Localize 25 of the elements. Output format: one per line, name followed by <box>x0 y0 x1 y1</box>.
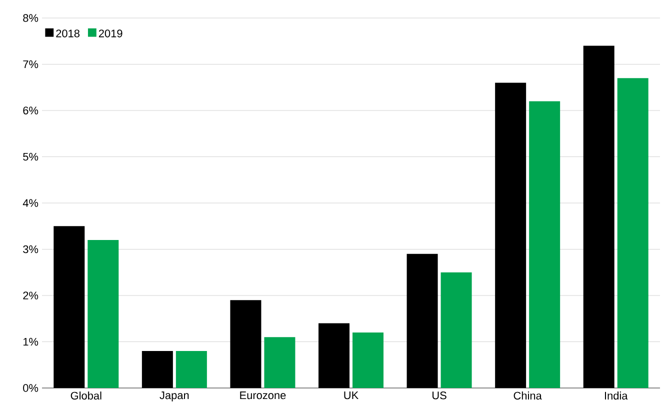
y-tick-label: 3% <box>23 245 38 254</box>
y-tick-label: 1% <box>23 338 38 346</box>
y-tick-label: 6% <box>23 106 38 114</box>
x-tick-label: Japan <box>160 392 189 402</box>
x-tick-label: Eurozone <box>240 392 286 400</box>
x-tick-label: UK <box>344 392 358 400</box>
legend-label: 2019 <box>98 30 122 38</box>
bar <box>264 337 296 388</box>
y-tick-label: 0% <box>23 384 38 392</box>
x-tick-label: India <box>604 392 628 400</box>
x-tick-label: China <box>514 392 542 400</box>
y-tick-label: 8% <box>23 14 38 22</box>
bar <box>176 351 207 388</box>
y-tick-label: 5% <box>23 152 38 161</box>
bar <box>440 272 472 388</box>
x-tick-label: Global <box>70 392 102 400</box>
bar <box>88 240 119 388</box>
legend-label: 2018 <box>56 30 80 38</box>
y-tick-label: 2% <box>23 292 38 300</box>
y-tick-label: 4% <box>22 199 38 207</box>
bar <box>617 78 648 388</box>
bar <box>352 332 384 388</box>
bar <box>529 101 560 388</box>
y-tick-label: 7% <box>23 60 38 68</box>
x-tick-label: US <box>432 392 446 400</box>
